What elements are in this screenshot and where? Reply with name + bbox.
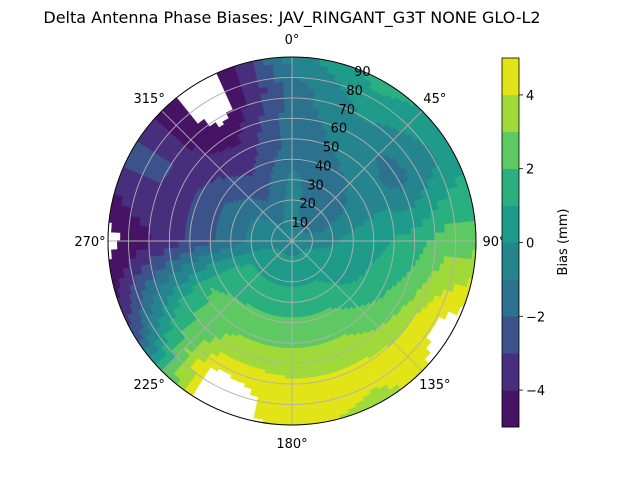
colorbar-segment bbox=[502, 242, 519, 280]
contour-cell bbox=[208, 122, 231, 150]
grid-spoke bbox=[291, 110, 423, 242]
contour-cell bbox=[111, 248, 137, 261]
colorbar-label: Bias (mm) bbox=[556, 209, 571, 276]
colorbar-segment bbox=[502, 94, 519, 133]
colorbar-segment bbox=[502, 390, 519, 428]
colorbar-segment bbox=[502, 353, 519, 391]
colorbar-segment bbox=[502, 205, 519, 243]
radial-tick-label: 10 bbox=[292, 216, 309, 231]
polar-grid bbox=[107, 56, 477, 426]
contour-cell bbox=[249, 368, 266, 398]
contour-cell bbox=[431, 295, 462, 316]
colorbar-tick-label: −2 bbox=[526, 310, 545, 325]
azimuth-tick-label: 270° bbox=[74, 235, 105, 250]
radial-tick-label: 30 bbox=[307, 178, 324, 193]
grid-spoke bbox=[161, 240, 293, 372]
colorbar-tick-label: 0 bbox=[526, 237, 534, 252]
radial-tick-label: 50 bbox=[323, 141, 340, 156]
azimuth-tick-label: 90° bbox=[482, 235, 505, 250]
contour-cell bbox=[281, 56, 293, 64]
azimuth-tick-label: 225° bbox=[134, 378, 165, 393]
grid-spoke bbox=[291, 240, 423, 372]
radial-tick-label: 90 bbox=[354, 65, 371, 80]
colorbar-segment bbox=[502, 279, 519, 317]
colorbar-segment bbox=[502, 316, 519, 354]
chart-title: Delta Antenna Phase Biases: JAV_RINGANT_… bbox=[43, 8, 540, 28]
polar-frame bbox=[107, 56, 477, 426]
radial-tick-label: 70 bbox=[338, 103, 355, 118]
colorbar-tick-label: 4 bbox=[526, 89, 534, 104]
radial-labels: 10 20 30 40 50 60 70 80 90 bbox=[292, 65, 371, 231]
azimuth-tick-label: 0° bbox=[285, 33, 300, 48]
azimuth-tick-label: 180° bbox=[276, 437, 307, 452]
azimuth-tick-label: 315° bbox=[134, 92, 165, 107]
colorbar-tick-label: 2 bbox=[526, 163, 534, 178]
radial-tick-label: 40 bbox=[315, 159, 332, 174]
radial-tick-label: 80 bbox=[346, 84, 363, 99]
colorbar-segment bbox=[502, 58, 519, 96]
contour-cell bbox=[253, 372, 272, 421]
contour-cell bbox=[116, 240, 149, 252]
radial-tick-label: 60 bbox=[331, 122, 348, 137]
contour-cell bbox=[425, 301, 450, 320]
contour-cell bbox=[147, 240, 179, 250]
azimuth-labels: 0° 45° 90° 135° 180° 225° 270° 315° bbox=[74, 33, 505, 452]
azimuth-tick-label: 45° bbox=[423, 92, 446, 107]
grid-spoke bbox=[161, 110, 293, 242]
colorbar-segment bbox=[502, 168, 519, 206]
contour-cell bbox=[230, 361, 246, 382]
azimuth-tick-label: 135° bbox=[419, 378, 450, 393]
colorbar-tick-label: −4 bbox=[526, 384, 545, 399]
colorbar: −4 −2 0 2 4 bbox=[501, 57, 545, 428]
radial-tick-label: 20 bbox=[299, 197, 316, 212]
colorbar-segment bbox=[502, 131, 519, 169]
